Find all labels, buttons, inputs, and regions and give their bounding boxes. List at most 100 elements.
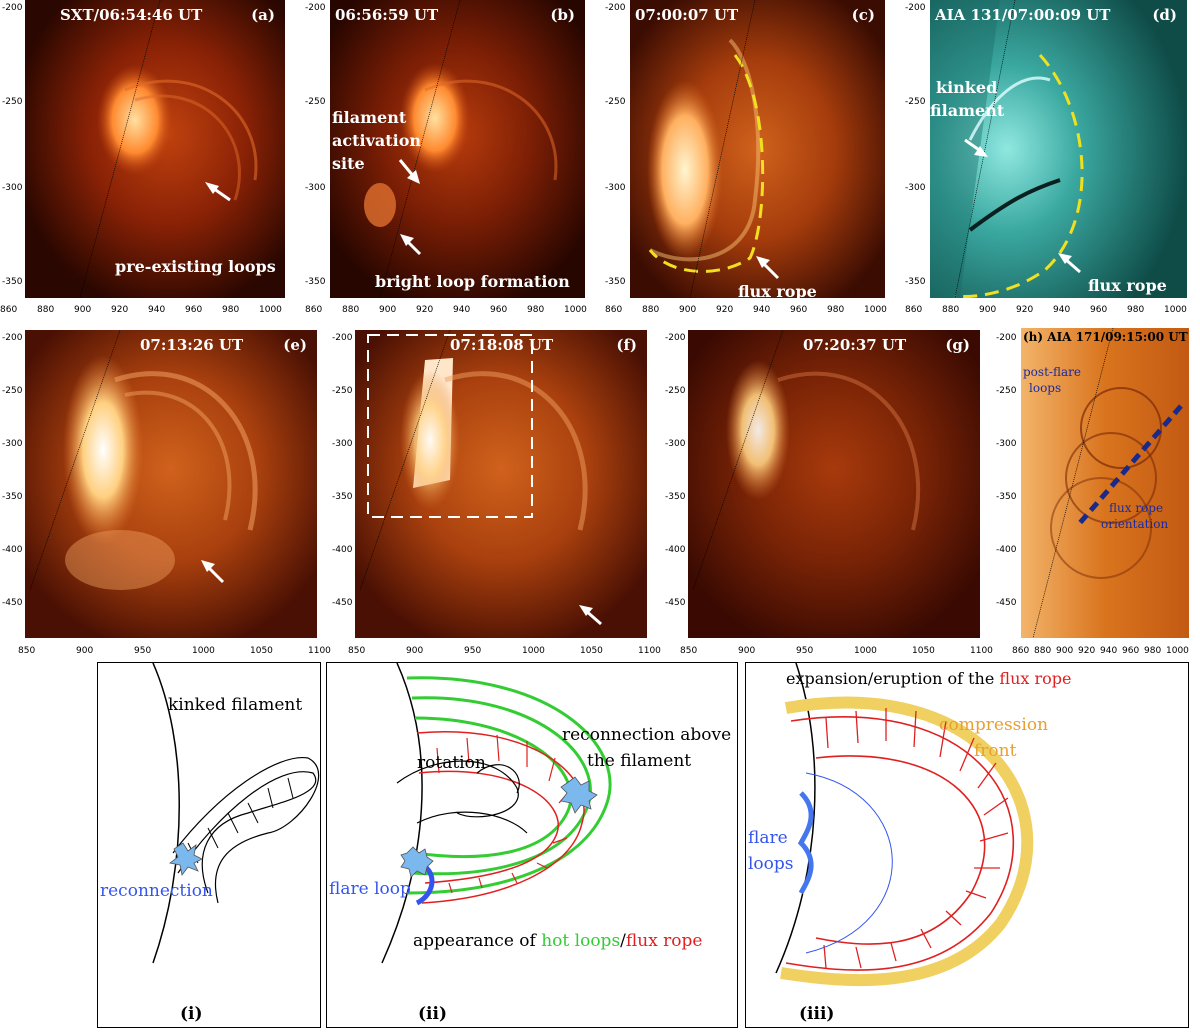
- sketch-i-kinked-label: kinked filament: [168, 695, 303, 715]
- top-x-tick: 860: [905, 305, 923, 315]
- mid-x-tick: 1000: [192, 646, 215, 656]
- sketch-iii-flare-1: flare: [748, 828, 788, 848]
- mid-x-tick: 850: [348, 646, 366, 656]
- sketch-iii-compression-1: compression: [939, 715, 1049, 735]
- mid-x-tick: 1050: [912, 646, 935, 656]
- h-x-tick: 980: [1144, 646, 1162, 656]
- mid-y-tick: -300: [665, 439, 686, 449]
- a-y-tick: -300: [2, 183, 23, 193]
- mid-x-tick: 900: [76, 646, 94, 656]
- top-x-tick: 860: [0, 305, 18, 315]
- mid-y-tick: -350: [665, 492, 686, 502]
- sketch-ii-flare-loop-label: flare loop: [329, 879, 411, 899]
- h-x-tick: 1000: [1166, 646, 1189, 656]
- panel-b-image: 06:56:59 UT (b) filament activation site…: [330, 0, 585, 298]
- panel-g-image: 07:20:37 UT (g): [688, 330, 980, 638]
- sketch-iii-title: expansion/eruption of the flux rope: [786, 669, 1071, 688]
- h-x-tick: 920: [1078, 646, 1096, 656]
- mid-y-tick: -400: [2, 545, 23, 555]
- b-y-tick: -300: [305, 183, 326, 193]
- panel-b-title: 06:56:59 UT: [335, 6, 439, 24]
- panel-d-note-1: kinked: [936, 78, 998, 97]
- h-x-tick: 960: [1122, 646, 1140, 656]
- panel-h-title: (h) AIA 171/09:15:00 UT: [1023, 330, 1188, 344]
- panel-e-letter: (e): [283, 336, 307, 354]
- sketch-ii-appearance-label: appearance of hot loops/flux rope: [413, 931, 703, 951]
- top-x-tick: 960: [1090, 305, 1108, 315]
- top-x-tick: 1000: [1164, 305, 1187, 315]
- mid-x-tick: 1050: [580, 646, 603, 656]
- panel-b-note-1: filament: [332, 108, 407, 127]
- mid-y-tick: -350: [332, 492, 353, 502]
- sketch-iii-label: (iii): [799, 1004, 835, 1024]
- h-x-tick: 940: [1100, 646, 1118, 656]
- top-x-tick: 940: [453, 305, 471, 315]
- top-x-tick: 960: [790, 305, 808, 315]
- panel-h-note-2: loops: [1029, 381, 1062, 395]
- sketch-iii-compression-2: front: [974, 741, 1017, 761]
- h-x-tick: 860: [1012, 646, 1030, 656]
- sketch-i: kinked filament reconnection (i): [97, 662, 321, 1028]
- sketch-ii-recon-label-2: the filament: [587, 751, 692, 771]
- h-y-tick: -300: [996, 439, 1017, 449]
- mid-x-tick: 950: [134, 646, 152, 656]
- top-x-tick: 1000: [864, 305, 887, 315]
- h-x-tick: 900: [1056, 646, 1074, 656]
- mid-y-tick: -450: [332, 598, 353, 608]
- top-x-tick: 980: [1127, 305, 1145, 315]
- d-y-tick: -250: [905, 97, 926, 107]
- mid-y-tick: -400: [332, 545, 353, 555]
- mid-y-tick: -300: [2, 439, 23, 449]
- panel-h-note-4: orientation: [1101, 517, 1169, 531]
- mid-x-tick: 1100: [638, 646, 661, 656]
- top-x-tick: 860: [305, 305, 323, 315]
- panel-h-note-1: post-flare: [1023, 365, 1081, 379]
- top-x-tick: 880: [37, 305, 55, 315]
- a-y-tick: -250: [2, 97, 23, 107]
- top-x-tick: 980: [527, 305, 545, 315]
- a-y-tick: -350: [2, 277, 23, 287]
- panel-c-title: 07:00:07 UT: [635, 6, 739, 24]
- panel-b-letter: (b): [550, 6, 575, 24]
- mid-x-tick: 850: [18, 646, 36, 656]
- top-x-tick: 940: [148, 305, 166, 315]
- top-x-tick: 1000: [259, 305, 282, 315]
- d-y-tick: -200: [905, 3, 926, 13]
- mid-x-tick: 1100: [308, 646, 331, 656]
- c-y-tick: -300: [605, 183, 626, 193]
- panel-g-letter: (g): [945, 336, 970, 354]
- panel-c-note: flux rope: [738, 282, 817, 298]
- mid-x-tick: 900: [738, 646, 756, 656]
- a-y-tick: -200: [2, 3, 23, 13]
- panel-f-letter: (f): [616, 336, 637, 354]
- mid-x-tick: 1050: [250, 646, 273, 656]
- sketch-i-label: (i): [180, 1004, 203, 1024]
- top-x-tick: 900: [74, 305, 92, 315]
- mid-y-tick: -450: [2, 598, 23, 608]
- panel-d-title: AIA 131/07:00:09 UT: [935, 6, 1111, 24]
- mid-x-tick: 900: [406, 646, 424, 656]
- top-x-tick: 940: [753, 305, 771, 315]
- mid-x-tick: 950: [464, 646, 482, 656]
- slash-text: /: [620, 931, 626, 951]
- top-x-tick: 920: [416, 305, 434, 315]
- sketch-ii-label: (ii): [418, 1004, 448, 1024]
- top-x-tick: 980: [222, 305, 240, 315]
- top-x-tick: 880: [942, 305, 960, 315]
- panel-h-image: (h) AIA 171/09:15:00 UT post-flare loops…: [1021, 328, 1189, 638]
- panel-e-image: 07:13:26 UT (e): [25, 330, 317, 638]
- sketch-ii-recon-label-1: reconnection above: [562, 725, 732, 745]
- mid-x-tick: 850: [680, 646, 698, 656]
- top-x-tick: 900: [679, 305, 697, 315]
- top-x-tick: 940: [1053, 305, 1071, 315]
- mid-y-tick: -200: [332, 333, 353, 343]
- c-y-tick: -350: [605, 277, 626, 287]
- flux-rope-text: flux rope: [625, 931, 703, 951]
- mid-x-tick: 1100: [970, 646, 993, 656]
- c-y-tick: -200: [605, 3, 626, 13]
- h-y-tick: -400: [996, 545, 1017, 555]
- mid-y-tick: -250: [665, 386, 686, 396]
- expansion-text: expansion/eruption of the: [786, 669, 1000, 688]
- top-x-tick: 860: [605, 305, 623, 315]
- panel-h-note-3: flux rope: [1109, 501, 1164, 515]
